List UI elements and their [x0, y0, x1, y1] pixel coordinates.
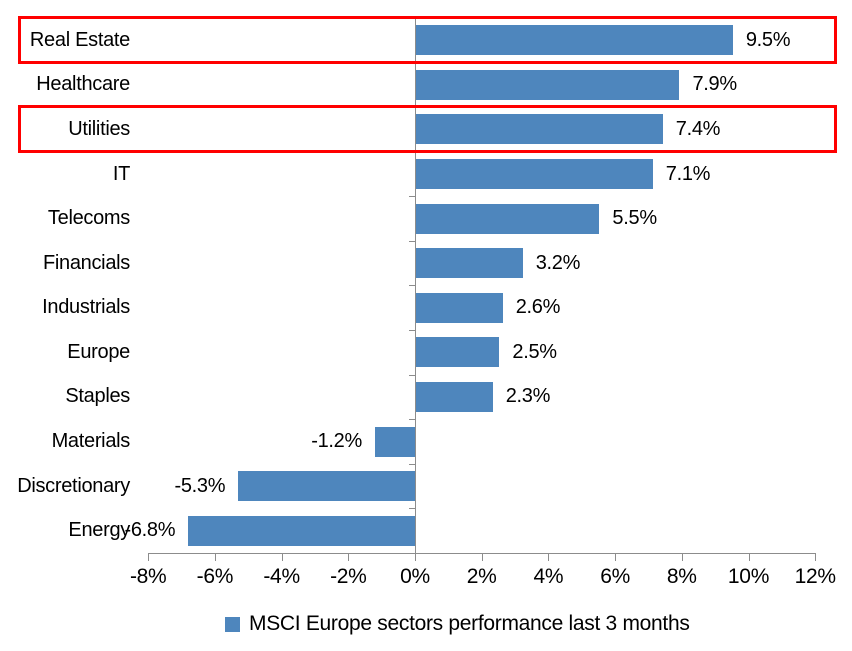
category-axis-tick	[409, 196, 415, 198]
category-axis-line	[415, 18, 416, 553]
value-axis-tick-label: 12%	[794, 565, 836, 588]
value-axis-tick-label: 8%	[666, 565, 697, 588]
value-label: 9.5%	[745, 28, 791, 51]
value-axis-tick	[415, 553, 416, 561]
value-axis-tick	[481, 553, 483, 561]
value-axis-tick-label: 0%	[400, 565, 430, 588]
legend-label: MSCI Europe sectors performance last 3 m…	[249, 612, 690, 635]
value-axis-tick-label: 6%	[600, 565, 630, 588]
value-axis-tick	[681, 553, 683, 561]
category-label: Discretionary	[17, 474, 130, 497]
value-label: -6.8%	[124, 519, 176, 542]
value-axis-tick	[815, 553, 817, 561]
value-axis-tick	[348, 553, 350, 561]
value-axis-tick	[548, 553, 550, 561]
bar	[416, 248, 523, 279]
value-axis-tick-label: 10%	[727, 565, 770, 588]
value-axis-tick	[615, 553, 617, 561]
bar	[416, 292, 503, 323]
category-axis-tick	[409, 374, 415, 376]
bar	[416, 114, 663, 145]
category-label: IT	[112, 162, 130, 185]
bar	[188, 515, 415, 546]
value-axis-tick-label: -4%	[263, 565, 300, 588]
category-label: Real Estate	[29, 28, 130, 51]
category-axis-tick	[409, 463, 415, 465]
category-axis-tick	[409, 419, 415, 421]
category-label: Healthcare	[36, 73, 130, 96]
legend: MSCI Europe sectors performance last 3 m…	[225, 612, 690, 636]
value-axis-tick	[214, 553, 216, 561]
category-label: Financials	[42, 251, 130, 274]
highlight-box-real-estate	[18, 16, 837, 65]
value-label: -1.2%	[311, 430, 362, 453]
value-label: 2.3%	[505, 385, 551, 408]
highlight-box-utilities	[18, 105, 837, 154]
category-label: Staples	[65, 385, 130, 408]
bar	[416, 337, 500, 368]
value-axis-tick-label: 4%	[533, 565, 564, 588]
category-label: Energy	[68, 519, 130, 542]
value-axis-tick	[748, 553, 750, 561]
bar	[238, 471, 415, 502]
value-label: 7.9%	[692, 73, 737, 96]
value-axis-tick	[281, 553, 283, 561]
category-label: Utilities	[68, 117, 130, 140]
value-label: 7.1%	[665, 162, 711, 185]
bar	[374, 426, 415, 457]
value-axis-tick-label: 2%	[466, 565, 497, 588]
bar	[416, 25, 733, 56]
value-label: 2.5%	[512, 340, 557, 363]
bar	[416, 203, 600, 234]
category-axis-tick	[409, 330, 415, 332]
value-axis-tick	[148, 553, 150, 561]
category-axis-tick	[409, 240, 415, 242]
value-axis-tick-label: -8%	[129, 565, 167, 588]
bar	[416, 159, 653, 190]
bar	[416, 69, 680, 100]
category-label: Europe	[67, 340, 130, 363]
category-label: Industrials	[42, 296, 130, 319]
value-label: 5.5%	[612, 207, 657, 230]
value-axis-tick-label: -2%	[330, 565, 367, 588]
value-label: 2.6%	[515, 296, 561, 319]
value-label: 3.2%	[535, 251, 581, 274]
value-axis-tick-label: -6%	[196, 565, 234, 588]
legend-swatch-icon	[225, 616, 240, 632]
bar	[416, 381, 493, 412]
category-label: Materials	[51, 430, 131, 453]
category-axis-tick	[409, 508, 415, 510]
value-label: 7.4%	[675, 117, 721, 140]
value-label: -5.3%	[174, 474, 226, 497]
category-axis-tick	[409, 285, 415, 287]
category-label: Telecoms	[47, 207, 130, 230]
